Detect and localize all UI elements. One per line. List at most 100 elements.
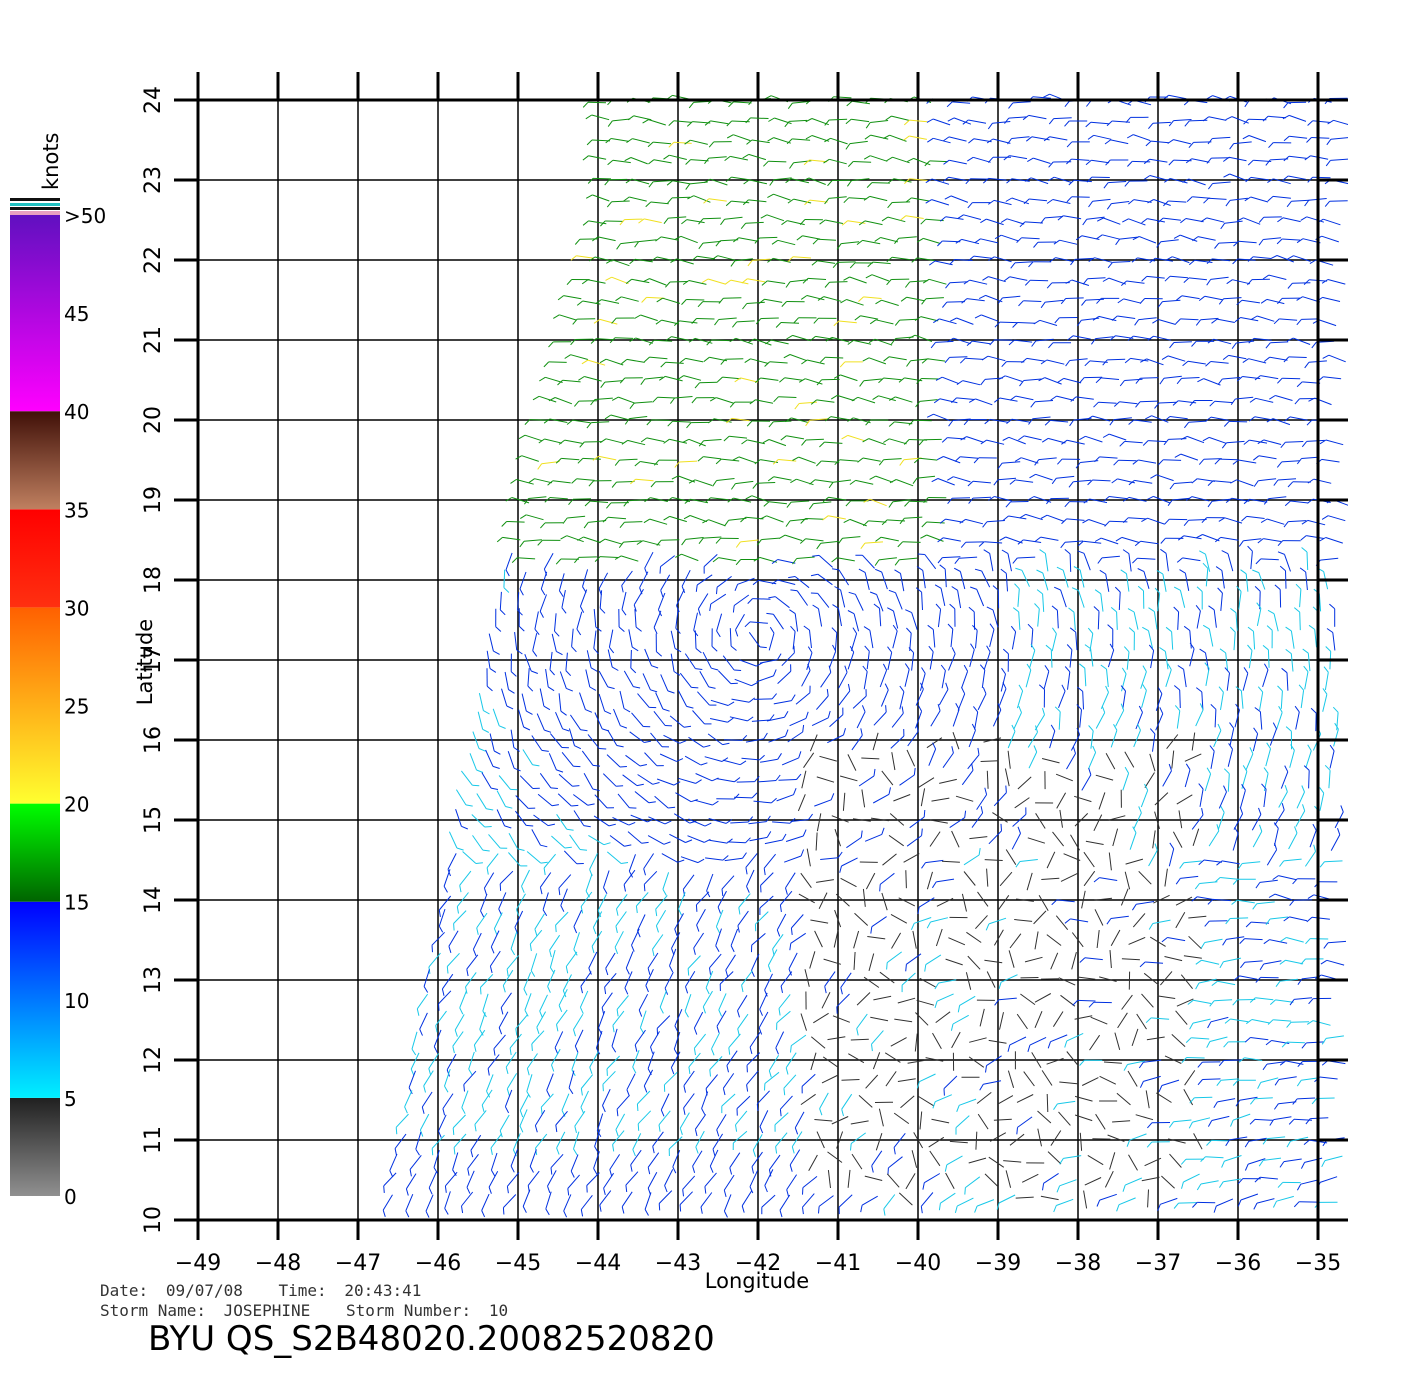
wind-barb-feather: [651, 665, 659, 669]
wind-barb: [1038, 894, 1049, 911]
wind-barb-feather: [722, 855, 729, 861]
wind-barb-feather: [1175, 318, 1181, 325]
wind-barb: [438, 1114, 447, 1132]
wind-barb-feather: [551, 1064, 555, 1072]
colorbar-cap-black: [10, 198, 60, 201]
wind-barb: [952, 418, 971, 421]
wind-barb: [1321, 458, 1340, 463]
wind-barb-feather: [1085, 159, 1092, 166]
wind-barb-feather: [1308, 624, 1315, 630]
wind-barb-feather: [883, 1208, 886, 1216]
wind-barb: [1203, 859, 1222, 863]
wind-barb-feather: [733, 793, 740, 800]
wind-barb: [435, 1010, 447, 1026]
wind-barb: [1012, 101, 1031, 104]
wind-barb: [547, 969, 556, 987]
wind-barb-feather: [592, 236, 599, 242]
wind-barb: [637, 1110, 652, 1125]
wind-barb: [816, 813, 822, 832]
wind-barb: [518, 709, 525, 728]
wind-barb: [594, 397, 613, 400]
wind-barb: [735, 480, 754, 485]
wind-barb-feather: [1240, 961, 1246, 969]
wind-barb: [1290, 500, 1309, 504]
wind-barb: [1313, 478, 1332, 484]
wind-barb-feather: [616, 1009, 619, 1017]
wind-barb: [745, 738, 764, 743]
wind-barb-feather: [1138, 806, 1142, 813]
wind-barb: [862, 888, 866, 907]
wind-barb: [802, 1176, 818, 1188]
wind-barb: [817, 238, 837, 241]
wind-barb-feather: [762, 439, 770, 444]
wind-barb: [461, 1191, 474, 1207]
wind-barb: [554, 1031, 564, 1048]
wind-barb: [647, 1171, 658, 1189]
wind-barb: [892, 156, 910, 164]
wind-barb: [851, 1153, 863, 1170]
wind-barb: [1056, 792, 1067, 809]
wind-barb-feather: [1140, 358, 1147, 363]
wind-barb: [1059, 1081, 1078, 1085]
y-tick-label: 17: [141, 646, 166, 674]
wind-barb: [1256, 608, 1262, 626]
wind-barb-feather: [1221, 1160, 1225, 1168]
wind-barb: [701, 1091, 709, 1109]
wind-barb-feather: [1165, 626, 1172, 633]
wind-barb-feather: [1127, 335, 1134, 341]
wind-barb: [1262, 669, 1269, 688]
wind-barb-feather: [864, 134, 871, 140]
wind-barb-feather: [951, 397, 957, 404]
wind-barb-feather: [621, 359, 628, 365]
wind-barb: [1178, 810, 1183, 829]
wind-barb: [552, 480, 571, 484]
wind-barb: [1069, 553, 1072, 572]
wind-barb: [1274, 893, 1293, 901]
wind-barb-feather: [721, 757, 729, 762]
wind-barb: [796, 556, 815, 559]
wind-barb: [1009, 1036, 1027, 1046]
wind-barb-feather: [561, 607, 567, 614]
wind-barb: [1263, 789, 1267, 808]
wind-barb-feather: [721, 889, 724, 897]
wind-barb-feather: [1128, 199, 1135, 205]
wind-barb: [732, 1130, 748, 1144]
wind-barb: [751, 719, 770, 722]
wind-barb-feather: [599, 607, 606, 614]
wind-barb-feather: [602, 1105, 606, 1113]
wind-barb: [1134, 479, 1153, 484]
wind-barb: [556, 814, 568, 830]
wind-barb: [1083, 870, 1096, 887]
wind-barb-feather: [837, 851, 843, 858]
wind-barb-feather: [932, 1101, 936, 1109]
wind-barb: [694, 630, 697, 649]
wind-barb: [921, 378, 940, 380]
wind-barb-feather: [453, 1147, 456, 1155]
wind-barb-feather: [634, 314, 641, 319]
wind-barb: [981, 314, 999, 322]
wind-barb: [598, 455, 617, 461]
wind-barb-feather: [607, 120, 613, 127]
wind-barb: [863, 296, 882, 299]
wind-barb-feather: [452, 1127, 455, 1135]
wind-barb-feather: [619, 766, 627, 768]
wind-barb: [644, 551, 654, 569]
wind-barb: [1084, 668, 1087, 687]
wind-barb: [722, 759, 741, 766]
wind-barb: [1008, 515, 1027, 520]
wind-barb-feather: [754, 459, 761, 465]
wind-barb: [683, 1093, 695, 1109]
wind-barb: [898, 236, 917, 239]
wind-barb: [1283, 858, 1302, 862]
wind-barb-feather: [1284, 416, 1291, 422]
wind-barb-feather: [647, 967, 651, 975]
wind-barb: [1074, 257, 1093, 260]
wind-barb-feather: [819, 441, 825, 448]
wind-barb-feather: [1232, 1079, 1239, 1086]
wind-barb-feather: [560, 710, 567, 716]
wind-barb: [766, 716, 785, 722]
wind-barb-feather: [636, 540, 644, 545]
wind-barb: [801, 670, 811, 687]
wind-barb: [1108, 277, 1127, 285]
wind-barb: [1042, 593, 1045, 612]
